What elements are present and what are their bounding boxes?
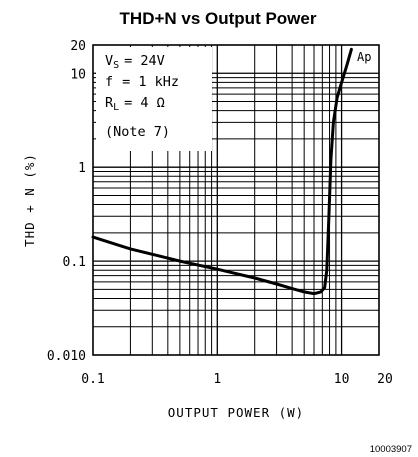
x-tick-label: 0.1 (81, 372, 104, 387)
chart-title: THD+N vs Output Power (120, 9, 317, 28)
x-tick-label: 10 (334, 372, 350, 387)
x-tick-label: 1 (213, 372, 221, 387)
ap-mark-box (354, 47, 378, 64)
thd-curve (91, 47, 353, 296)
y-tick-label: 10 (70, 67, 86, 82)
y-tick-label: 0.010 (47, 349, 86, 364)
frequency-condition: f = 1 kHz (105, 74, 179, 90)
plot-frame (92, 44, 380, 356)
y-tick-label: 0.1 (63, 255, 86, 270)
y-axis-label: THD + N (%) (22, 153, 37, 247)
load-condition: RL = 4 Ω (105, 95, 165, 113)
tick-labels: 0.1 1 10 20 0.010 0.1 1 10 20 (47, 39, 393, 387)
ap-mark: Ap (357, 50, 371, 64)
vs-condition: VS = 24V (105, 53, 165, 71)
note-reference: (Note 7) (105, 124, 170, 140)
x-axis-label: OUTPUT POWER (W) (168, 405, 304, 420)
y-tick-label: 20 (70, 39, 86, 54)
conditions-box (96, 47, 212, 151)
y-tick-label: 1 (78, 161, 86, 176)
x-tick-label: 20 (377, 372, 393, 387)
figure-id: 10003907 (370, 444, 412, 455)
